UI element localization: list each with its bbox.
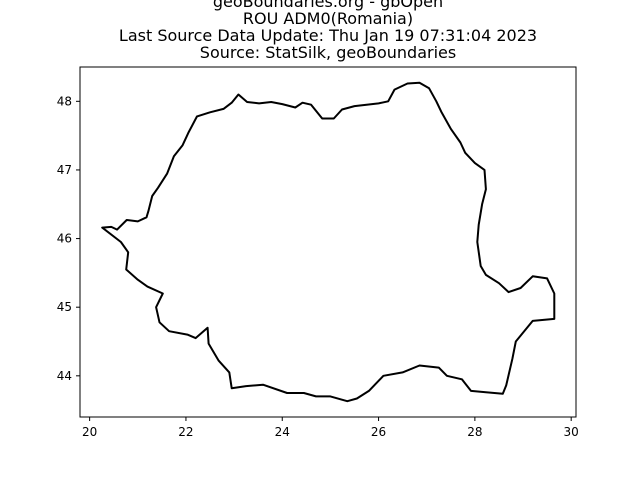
- y-tick-label: 44: [57, 369, 72, 383]
- y-tick-label: 47: [57, 163, 72, 177]
- x-tick-label: 22: [178, 425, 193, 439]
- axes: 20 22 24 26 28 30 44 45 46 47 48: [57, 94, 579, 439]
- y-tick-label: 45: [57, 300, 72, 314]
- country-boundary: [101, 81, 556, 403]
- figure-title: geoBoundaries.org - gbOpen ROU ADM0(Roma…: [119, 0, 537, 62]
- title-line-3: Last Source Data Update: Thu Jan 19 07:3…: [119, 26, 537, 45]
- plot-area: [101, 81, 556, 403]
- title-line-1: geoBoundaries.org - gbOpen: [213, 0, 443, 11]
- x-tick-label: 30: [564, 425, 579, 439]
- x-tick-label: 26: [371, 425, 386, 439]
- axes-frame: [79, 66, 577, 418]
- title-line-2: ROU ADM0(Romania): [243, 9, 413, 28]
- y-tick-label: 48: [57, 94, 72, 108]
- title-line-4: Source: StatSilk, geoBoundaries: [200, 43, 456, 62]
- y-tick-label: 46: [57, 232, 72, 246]
- x-tick-label: 28: [467, 425, 482, 439]
- x-tick-label: 24: [275, 425, 290, 439]
- x-tick-label: 20: [82, 425, 97, 439]
